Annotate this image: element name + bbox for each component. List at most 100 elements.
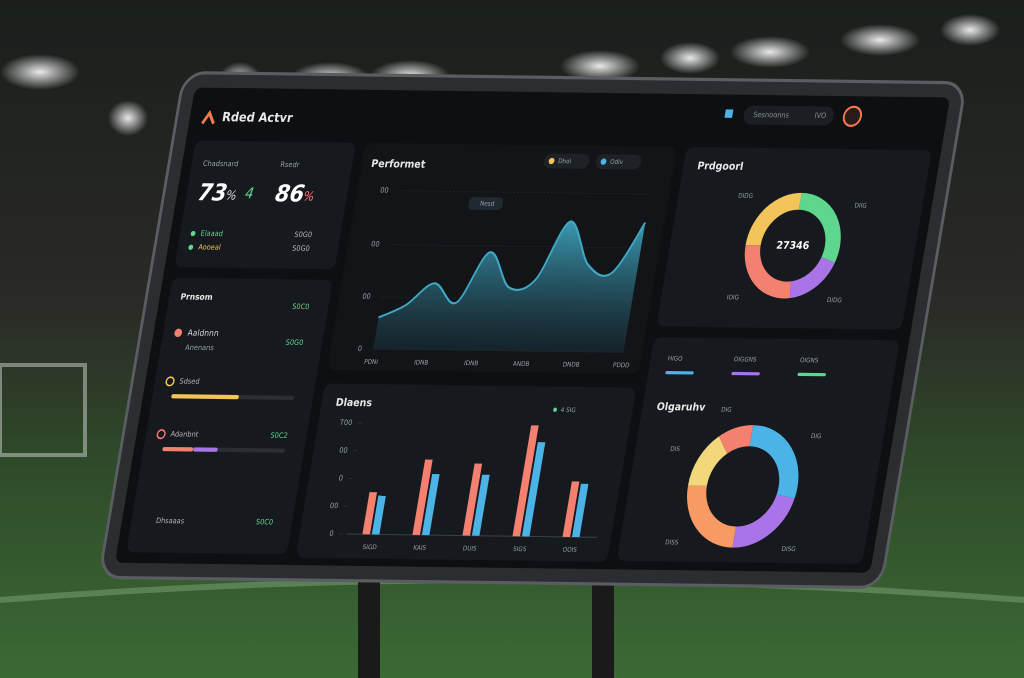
dot (188, 244, 194, 250)
label: 86 (273, 180, 306, 208)
bar (571, 483, 589, 538)
donut-segment (798, 192, 841, 263)
donut-segment (687, 436, 728, 487)
label: % (302, 189, 315, 204)
donut-segment (745, 192, 802, 246)
grid-line (399, 190, 651, 195)
legend-swatch (731, 371, 760, 376)
stand-pole (592, 565, 614, 678)
bar (362, 492, 378, 535)
label: Aooeal (198, 242, 222, 252)
stand-pole (358, 560, 380, 678)
label: 00 (329, 501, 339, 511)
label: 0 (357, 344, 363, 353)
bar (521, 442, 546, 537)
icon (724, 109, 734, 118)
donut-segment (687, 485, 737, 548)
label: DIG (721, 406, 733, 413)
progress-bar (171, 394, 239, 400)
search-tag: IVO (814, 111, 828, 121)
label: Rsedr (280, 160, 301, 170)
legend-pill (543, 153, 590, 169)
chart-title: Performet (370, 159, 426, 171)
progress-bar (162, 446, 194, 452)
label: S0C0 (255, 517, 274, 527)
chart-title: Dlaens (335, 397, 373, 409)
legend-swatch (797, 372, 826, 377)
label: Dhsaaas (155, 516, 185, 526)
legend-dot (548, 157, 555, 165)
label: S0G0 (294, 230, 314, 240)
progress-track (162, 446, 286, 453)
label: T00 (338, 418, 353, 428)
area (373, 221, 646, 353)
label: PDDD (612, 362, 630, 370)
label: Sdsed (179, 376, 201, 386)
bar (562, 481, 580, 537)
label: OOIS (562, 546, 578, 554)
donut-segment (732, 493, 795, 548)
bar (462, 463, 483, 536)
bar (471, 474, 490, 536)
label: Nesd (479, 200, 495, 208)
legend-dot (553, 407, 557, 412)
label: DIG (810, 433, 822, 440)
label: 00 (339, 445, 349, 455)
label: 27346 (775, 240, 810, 252)
tablet: Rded Actvr Sesnoonns IVO Performet Dlaen… (101, 71, 964, 589)
profile-button[interactable] (842, 105, 863, 127)
logo (201, 110, 215, 125)
icon (165, 376, 175, 387)
label: Chadsnard (202, 159, 239, 169)
legend-dot (600, 158, 607, 165)
label: Aaldnnn (187, 328, 220, 338)
label: 0 (329, 529, 335, 538)
chart-title: Prdgoorl (696, 161, 744, 173)
label: HIGO (667, 355, 683, 363)
legend-pill (595, 154, 642, 170)
axis (346, 533, 598, 538)
icon (156, 429, 166, 440)
label: S0G0 (285, 337, 305, 347)
label: Prnsom (180, 292, 214, 302)
progress-bar (193, 447, 218, 452)
label: DIS (670, 446, 681, 453)
label: 00 (370, 239, 380, 249)
label: DIDG (738, 192, 754, 200)
label: Odlv (609, 159, 624, 166)
label: KAIS (413, 544, 427, 551)
label: SIGS (512, 546, 527, 553)
search-box[interactable] (742, 105, 835, 126)
label: Adanbnt (170, 429, 200, 439)
search-text: Sesnoonns (753, 110, 791, 120)
label: 00 (362, 291, 372, 301)
donut-segment (718, 425, 754, 454)
dot (174, 328, 183, 338)
label: ANDB (512, 361, 530, 369)
label: IDNB (413, 359, 428, 367)
bar (512, 425, 539, 537)
label: S0C2 (270, 430, 289, 440)
app-title: Rded Actvr (221, 110, 294, 126)
label: OIGNS (799, 357, 819, 365)
label: 00 (380, 185, 390, 195)
label: 4 (244, 186, 255, 203)
label: DUIS (462, 545, 477, 553)
label: SIGD (362, 544, 378, 552)
bar (412, 459, 433, 535)
chart-title: Olgaruhv (656, 402, 707, 414)
label: 73 (196, 179, 229, 207)
donut-segment (789, 256, 835, 299)
label: Elaaad (200, 228, 224, 238)
grid-line (390, 244, 642, 249)
label: DNDB (562, 361, 580, 369)
donut-segment (749, 425, 799, 499)
label: S0G0 (291, 243, 311, 253)
label: DISS (665, 539, 680, 546)
label: S0C0 (291, 302, 310, 312)
label: DIDG (826, 297, 842, 305)
label: DISG (781, 546, 797, 554)
label: IDNB (463, 360, 478, 368)
label: Dhol (557, 158, 572, 165)
goal (0, 363, 87, 457)
